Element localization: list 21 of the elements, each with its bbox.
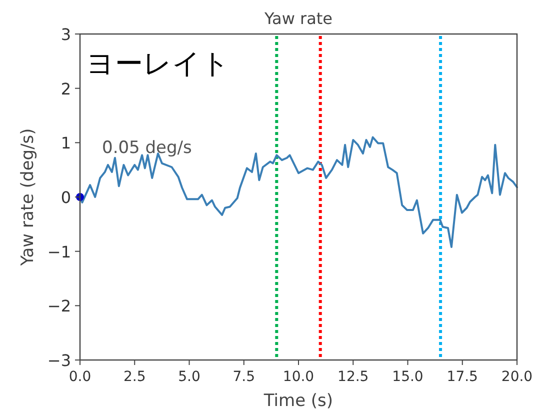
y-tick-label: 3 bbox=[60, 25, 71, 44]
x-tick-label: 10.0 bbox=[282, 369, 314, 385]
x-tick-label: 2.5 bbox=[123, 369, 146, 385]
x-tick-label: 20.0 bbox=[501, 369, 533, 385]
y-tick-label: −1 bbox=[47, 242, 71, 262]
x-tick-label: 15.0 bbox=[392, 369, 424, 385]
x-tick-label: 17.5 bbox=[446, 369, 478, 385]
x-tick-label: 5.0 bbox=[178, 369, 200, 385]
y-tick-label: 0 bbox=[60, 188, 71, 207]
y-axis-title: Yaw rate (deg/s) bbox=[18, 128, 38, 267]
x-tick-label: 12.5 bbox=[338, 369, 369, 385]
annotation: ヨーレイト bbox=[86, 47, 230, 80]
x-axis-title: Time (s) bbox=[262, 391, 334, 411]
y-tick-label: −2 bbox=[47, 296, 71, 316]
y-tick-label: −3 bbox=[47, 351, 71, 370]
y-tick-label: 2 bbox=[60, 79, 71, 98]
y-tick-label: 1 bbox=[60, 134, 71, 153]
chart-title: Yaw rate bbox=[263, 9, 333, 28]
x-tick-label: 0.0 bbox=[68, 369, 92, 385]
x-tick-label: 7.5 bbox=[232, 369, 256, 385]
annotation: 0.05 deg/s bbox=[102, 138, 192, 158]
